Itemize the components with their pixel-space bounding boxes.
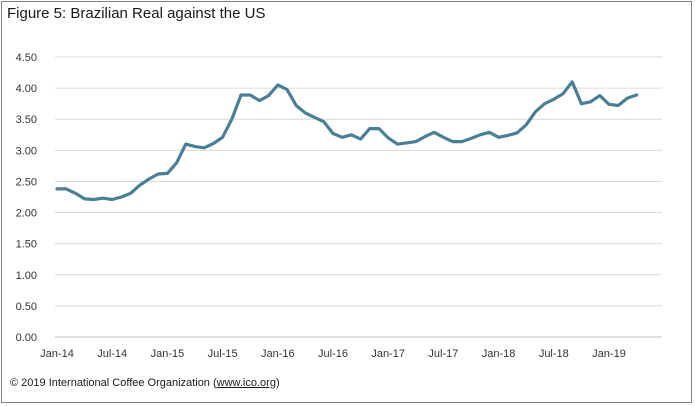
y-tick-label: 1.50 bbox=[16, 239, 37, 251]
y-tick-label: 1.00 bbox=[16, 270, 37, 282]
y-axis-ticks: 0.00 0.50 1.00 1.50 2.00 2.50 3.00 3.50 4.00 4.50 bbox=[16, 52, 37, 344]
x-tick-label: Jul-16 bbox=[318, 348, 348, 360]
x-tick-label: Jan-18 bbox=[482, 348, 516, 360]
y-tick-label: 2.50 bbox=[16, 176, 37, 188]
x-tick-label: Jul-17 bbox=[428, 348, 458, 360]
x-tick-label: Jan-15 bbox=[151, 348, 185, 360]
x-tick-label: Jan-17 bbox=[371, 348, 405, 360]
y-tick-label: 4.50 bbox=[16, 52, 37, 64]
x-tick-label: Jul-18 bbox=[539, 348, 569, 360]
x-tick-label: Jan-14 bbox=[40, 348, 74, 360]
footer-suffix: ) bbox=[275, 377, 280, 389]
x-tick-label: Jul-15 bbox=[208, 348, 238, 360]
data-points bbox=[56, 81, 637, 200]
y-tick-label: 0.00 bbox=[16, 332, 37, 344]
x-tick-label: Jul-14 bbox=[97, 348, 127, 360]
brl-usd-line bbox=[55, 80, 639, 202]
y-tick-label: 4.00 bbox=[16, 83, 37, 95]
x-tick-label: Jan-19 bbox=[592, 348, 626, 360]
gridlines bbox=[55, 56, 662, 307]
x-tick-label: Jan-16 bbox=[261, 348, 295, 360]
x-axis-ticks: Jan-14 Jul-14 Jan-15 Jul-15 Jan-16 Jul-16 Jan-… bbox=[40, 348, 626, 360]
footer-prefix: © 2019 International Coffee Organization… bbox=[10, 377, 217, 389]
figure-title: Figure 5: Brazilian Real against the US bbox=[7, 5, 266, 22]
y-tick-label: 3.50 bbox=[16, 114, 37, 126]
y-tick-label: 3.00 bbox=[16, 145, 37, 157]
y-tick-label: 2.00 bbox=[16, 208, 37, 220]
y-tick-label: 0.50 bbox=[16, 301, 37, 313]
copyright-footer: © 2019 International Coffee Organization… bbox=[10, 377, 280, 389]
ico-website-link[interactable]: www.ico.org bbox=[216, 377, 276, 389]
